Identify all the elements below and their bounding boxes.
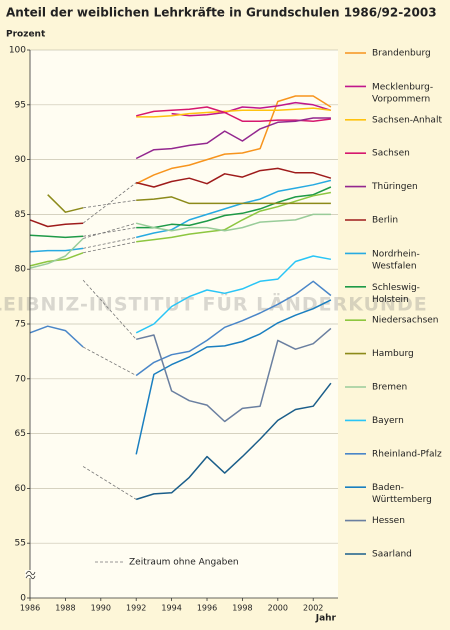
x-tick-label: 1994 xyxy=(161,604,181,613)
x-tick-label: 1990 xyxy=(91,604,111,613)
y-tick-label: 55 xyxy=(15,539,26,549)
y-tick-label: 0 xyxy=(20,594,26,604)
axis-break-gap xyxy=(25,570,35,578)
axis-break xyxy=(25,570,36,580)
series-line xyxy=(136,107,331,118)
y-tick-label: 65 xyxy=(15,429,26,439)
gap-connector xyxy=(82,222,137,239)
series-line xyxy=(135,299,332,455)
series-line xyxy=(136,327,332,423)
y-axis-label: Prozent xyxy=(6,30,46,40)
legend-label: Rheinland-Pfalz xyxy=(372,449,442,459)
legend-label: Schleswig-Holstein xyxy=(372,282,420,304)
y-tick-label: 90 xyxy=(15,155,27,165)
series-line xyxy=(29,167,332,228)
series-line xyxy=(135,382,332,501)
series-line xyxy=(29,213,331,269)
legend-label: Sachsen-Anhalt xyxy=(372,115,442,125)
x-tick-label: 1988 xyxy=(55,604,75,613)
series-line xyxy=(29,186,332,239)
y-tick-label: 85 xyxy=(15,210,26,220)
x-tick-label: 2002 xyxy=(303,604,323,613)
legend-label: Mecklenburg-Vorpommern xyxy=(372,82,433,104)
series-line xyxy=(171,101,332,117)
legend-label: Nordrhein-Westfalen xyxy=(372,249,420,271)
series-line xyxy=(47,194,331,213)
x-tick-label: 1998 xyxy=(232,604,252,613)
y-tick-label: 60 xyxy=(15,484,27,494)
x-tick-label: 1992 xyxy=(126,604,146,613)
legend-label: Sachsen xyxy=(372,149,410,159)
x-tick-label: 1996 xyxy=(197,604,217,613)
series-line xyxy=(29,280,332,377)
gap-connector xyxy=(83,199,137,209)
legend-label: Bayern xyxy=(372,416,404,426)
x-axis-label: Jahr xyxy=(315,614,337,624)
legend-label: Hessen xyxy=(372,516,405,526)
gap-connector xyxy=(83,241,137,254)
series-line xyxy=(135,95,332,185)
gap-connector xyxy=(82,182,137,224)
legend-label: Thüringen xyxy=(371,182,418,192)
y-tick-label: 95 xyxy=(15,100,26,110)
series-line xyxy=(135,255,332,334)
gap-connector xyxy=(82,346,137,376)
gap-connector xyxy=(83,227,137,237)
y-tick-label: 100 xyxy=(9,46,26,56)
gap-legend-label: Zeitraum ohne Angaben xyxy=(129,558,239,568)
gap-connector xyxy=(82,279,137,340)
x-tick-label: 2000 xyxy=(268,604,288,613)
plot xyxy=(29,49,338,544)
y-tick-label: 80 xyxy=(15,265,27,275)
gap-connector xyxy=(82,466,137,500)
legend-label: Saarland xyxy=(372,550,412,560)
x-tick-label: 1986 xyxy=(20,604,40,613)
legend-label: Bremen xyxy=(372,383,407,393)
watermark: © LEIBNIZ-INSTITUT FÜR LÄNDERKUNDE xyxy=(0,292,428,316)
chart-title: Anteil der weiblichen Lehrkräfte in Grun… xyxy=(6,6,437,20)
y-tick-label: 70 xyxy=(15,374,27,384)
legend-label: Niedersachsen xyxy=(372,316,439,326)
legend-label: Hamburg xyxy=(372,349,414,359)
legend-label: Brandenburg xyxy=(372,49,431,59)
legend-label: Baden-Württemberg xyxy=(372,483,432,505)
series-line xyxy=(135,117,331,160)
legend-label: Berlin xyxy=(372,216,398,226)
gap-connector xyxy=(83,237,137,249)
y-tick-label: 75 xyxy=(15,320,26,330)
